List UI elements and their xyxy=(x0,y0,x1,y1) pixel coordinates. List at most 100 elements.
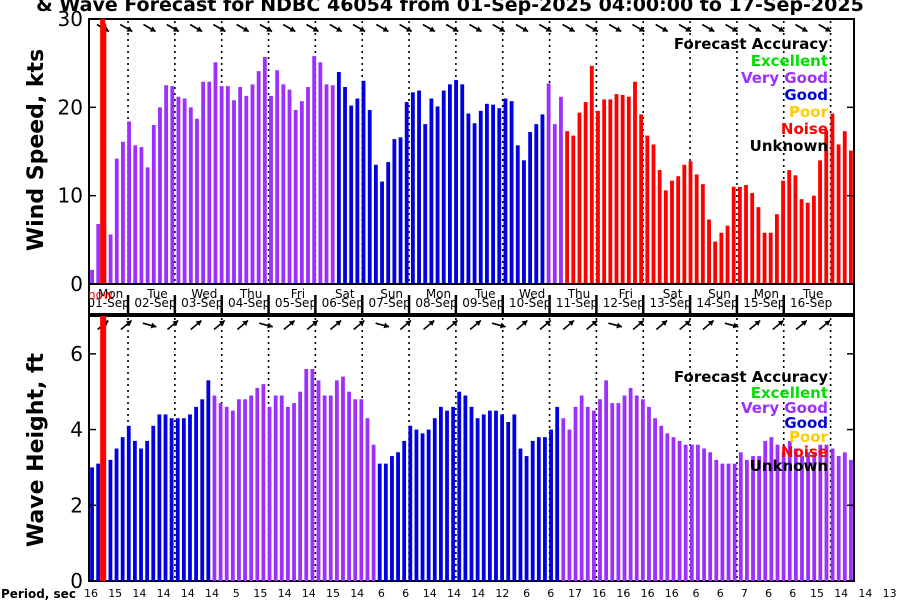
direction-arrow-icon xyxy=(655,319,668,331)
bar xyxy=(751,456,755,581)
bar xyxy=(243,399,247,581)
bar xyxy=(454,79,458,284)
bar xyxy=(200,399,205,581)
bar xyxy=(212,395,217,581)
bar xyxy=(347,391,351,581)
bar xyxy=(286,406,290,581)
bar xyxy=(127,121,132,284)
period-value: 14 xyxy=(302,587,316,600)
wave-y-ticks: 0 2 4 6 xyxy=(70,342,854,593)
day-of-week-label: Fri xyxy=(619,287,633,301)
bar xyxy=(206,380,211,581)
direction-arrow-icon xyxy=(515,23,529,33)
direction-arrow-icon xyxy=(329,23,343,33)
period-value: 13 xyxy=(883,587,897,600)
bar xyxy=(299,101,304,285)
bar xyxy=(622,395,627,581)
bar xyxy=(121,141,125,284)
date-label: 15-Sep xyxy=(743,296,785,310)
period-value: 6 xyxy=(717,587,724,600)
bar xyxy=(565,131,570,284)
bar xyxy=(126,425,131,581)
period-value: 14 xyxy=(858,587,872,600)
period-value: 16 xyxy=(84,587,98,600)
direction-arrow-icon xyxy=(469,319,482,331)
date-label: 11-Sep xyxy=(556,296,598,310)
bar xyxy=(543,437,547,581)
wind-legend-excellent: Excellent xyxy=(751,52,828,70)
bar xyxy=(269,95,273,284)
bar xyxy=(536,437,541,581)
bar xyxy=(292,403,296,581)
wave-legend-unknown: Unknown xyxy=(750,457,828,475)
bar xyxy=(534,124,539,284)
bar xyxy=(745,459,749,581)
bar xyxy=(451,406,456,581)
wind-legend-poor: Poor xyxy=(789,103,829,121)
y-tick-label: 30 xyxy=(58,7,83,31)
day-of-week-label: Tue xyxy=(146,287,168,301)
date-label: 03-Sep xyxy=(181,296,223,310)
wind-legend-good: Good xyxy=(784,86,828,104)
direction-arrow-icon xyxy=(283,319,296,331)
direction-arrow-icon xyxy=(632,319,645,331)
bar xyxy=(824,444,829,581)
bar xyxy=(188,414,192,581)
bar xyxy=(663,190,668,284)
date-label: 07-Sep xyxy=(369,296,411,310)
period-value: 14 xyxy=(423,587,437,600)
bar xyxy=(312,56,317,284)
bar xyxy=(281,84,286,284)
bar xyxy=(170,86,175,284)
bar xyxy=(555,406,560,581)
bar xyxy=(218,403,223,581)
bar xyxy=(719,232,724,284)
bar xyxy=(417,90,421,284)
bar xyxy=(336,72,341,284)
direction-arrow-icon xyxy=(469,23,482,33)
bar xyxy=(671,437,676,581)
y-tick-label: 10 xyxy=(58,184,83,208)
bar xyxy=(500,414,504,581)
period-value: 14 xyxy=(181,587,195,600)
bar xyxy=(469,406,474,581)
bar xyxy=(96,223,101,284)
direction-arrow-icon xyxy=(678,23,692,33)
bar xyxy=(657,170,662,284)
bar xyxy=(524,456,529,581)
bar xyxy=(682,164,687,284)
bar xyxy=(275,70,280,284)
bar xyxy=(583,102,588,285)
bar xyxy=(158,107,162,284)
date-label: 01-Sep xyxy=(88,296,130,310)
bar xyxy=(441,90,446,284)
day-label-strip: Mon01-SepTue02-SepWed03-SepThu04-SepFri0… xyxy=(88,283,855,315)
bar xyxy=(818,160,822,284)
period-row: Period, sec 16 15 14 14 14 14 5 15 14 14 15 14 6 6 14 1… xyxy=(1,587,897,600)
day-of-week-label: Sat xyxy=(335,287,355,301)
bar xyxy=(651,144,656,284)
day-of-week-label: Sun xyxy=(708,287,731,301)
day-of-week-label: Tue xyxy=(474,287,496,301)
direction-arrow-icon xyxy=(538,23,552,33)
period-value: 5 xyxy=(233,587,240,600)
bar xyxy=(571,135,576,284)
bar xyxy=(497,108,502,284)
direction-arrow-icon xyxy=(562,319,575,331)
bar xyxy=(763,440,768,581)
direction-arrow-icon xyxy=(725,23,739,33)
bar xyxy=(626,96,631,284)
bar xyxy=(812,452,817,581)
bar xyxy=(334,380,339,581)
bar xyxy=(435,106,440,284)
bar xyxy=(653,418,657,581)
bar xyxy=(408,425,413,581)
direction-arrow-icon xyxy=(818,23,832,33)
bar xyxy=(665,433,670,581)
bar xyxy=(737,186,742,284)
bar xyxy=(232,100,236,285)
bar xyxy=(659,425,664,581)
bar xyxy=(267,406,272,581)
bar xyxy=(475,418,480,581)
day-of-week-label: Sat xyxy=(663,287,683,301)
